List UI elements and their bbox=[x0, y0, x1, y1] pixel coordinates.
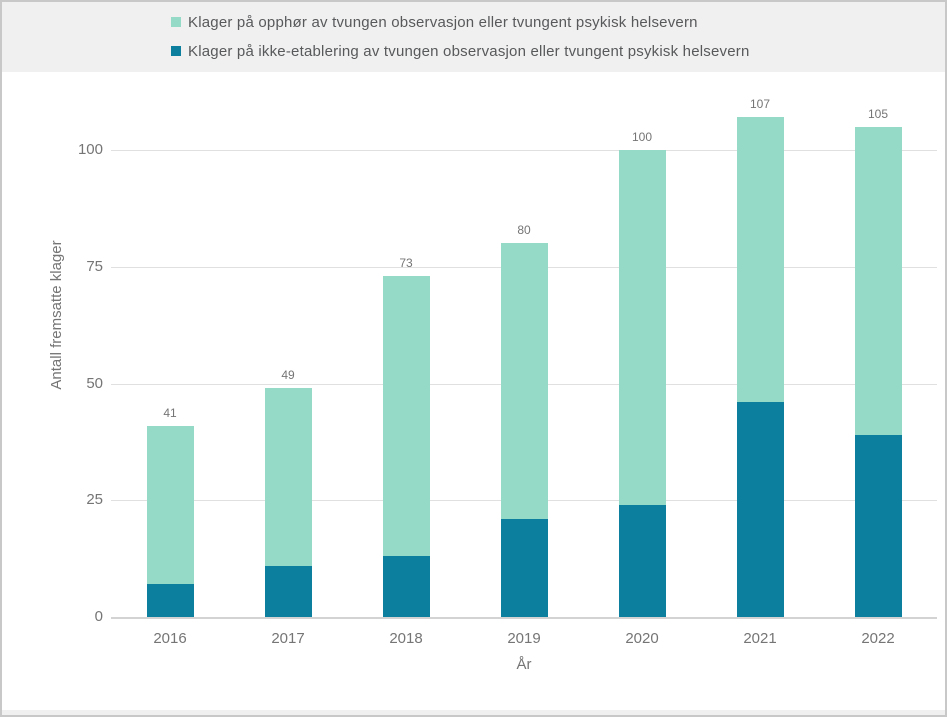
bar-total-label: 100 bbox=[631, 130, 653, 144]
bar-segment-series-1[interactable] bbox=[382, 276, 430, 557]
bar-segment-series-0[interactable] bbox=[500, 518, 548, 617]
gridline bbox=[111, 150, 937, 151]
y-tick-label: 0 bbox=[94, 608, 103, 625]
bar-slot: 80 bbox=[465, 150, 583, 617]
bar-segment-series-1[interactable] bbox=[500, 243, 548, 519]
stacked-bar-2022 bbox=[854, 126, 902, 617]
stacked-bar-2016 bbox=[146, 425, 194, 617]
stacked-bar-2021 bbox=[736, 117, 784, 617]
bar-total-label: 80 bbox=[517, 223, 531, 238]
x-axis-line bbox=[111, 617, 937, 619]
y-tick-label: 50 bbox=[86, 374, 103, 392]
bar-segment-series-0[interactable] bbox=[618, 504, 666, 617]
bar-slot: 41 bbox=[111, 150, 229, 617]
bar-slot: 105 bbox=[819, 107, 937, 617]
bar-segment-series-0[interactable] bbox=[854, 434, 902, 617]
bar-segment-series-1[interactable] bbox=[854, 126, 902, 435]
x-tick-label: 2022 bbox=[861, 630, 895, 647]
bar-segment-series-0[interactable] bbox=[264, 565, 312, 617]
bar-segment-series-1[interactable] bbox=[618, 150, 666, 505]
bar-segment-series-1[interactable] bbox=[264, 388, 312, 566]
stacked-bar-2017 bbox=[264, 388, 312, 617]
bar-segment-series-0[interactable] bbox=[382, 556, 430, 617]
bar-slot: 100 bbox=[583, 130, 701, 617]
chart-legend: Klager på opphør av tvungen observasjon … bbox=[171, 12, 945, 70]
chart-panel: Antall fremsatte klager 41 49 73 80 100 107 10… bbox=[2, 72, 945, 710]
y-tick-label: 25 bbox=[86, 491, 103, 509]
plot-area: 41 49 73 80 100 107 105 bbox=[111, 97, 937, 619]
bar-slot: 107 bbox=[701, 97, 819, 617]
bar-slot: 49 bbox=[229, 150, 347, 617]
bar-segment-series-0[interactable] bbox=[146, 584, 194, 617]
x-tick-label: 2019 bbox=[507, 630, 541, 647]
x-tick-label: 2021 bbox=[743, 630, 777, 647]
bar-total-label: 73 bbox=[399, 256, 413, 271]
bar-slot: 73 bbox=[347, 150, 465, 617]
stacked-bar-2019 bbox=[500, 243, 548, 617]
legend-item-0[interactable]: Klager på opphør av tvungen observasjon … bbox=[171, 12, 945, 32]
y-tick-label: 100 bbox=[77, 141, 103, 158]
bar-segment-series-0[interactable] bbox=[736, 402, 784, 617]
stacked-bar-2020 bbox=[618, 150, 666, 617]
legend-item-label: Klager på ikke-etablering av tvungen obs… bbox=[188, 42, 750, 60]
bar-total-label: 107 bbox=[749, 97, 771, 112]
bar-total-label: 41 bbox=[163, 405, 177, 420]
legend-item-label: Klager på opphør av tvungen observasjon … bbox=[188, 13, 698, 31]
x-axis-title: År bbox=[516, 656, 532, 673]
bar-total-label: 49 bbox=[281, 368, 295, 383]
bar-total-label: 105 bbox=[867, 106, 889, 121]
x-tick-label: 2017 bbox=[271, 630, 305, 647]
legend-swatch-icon bbox=[171, 46, 181, 56]
bar-segment-series-1[interactable] bbox=[736, 117, 784, 403]
x-tick-label: 2018 bbox=[389, 630, 423, 647]
bar-segment-series-1[interactable] bbox=[146, 425, 194, 585]
legend-swatch-icon bbox=[171, 17, 181, 27]
x-tick-label: 2020 bbox=[625, 630, 659, 647]
legend-item-1[interactable]: Klager på ikke-etablering av tvungen obs… bbox=[171, 41, 945, 61]
y-tick-label: 75 bbox=[86, 257, 103, 275]
stacked-bar-2018 bbox=[382, 276, 430, 617]
x-tick-label: 2016 bbox=[153, 630, 187, 647]
